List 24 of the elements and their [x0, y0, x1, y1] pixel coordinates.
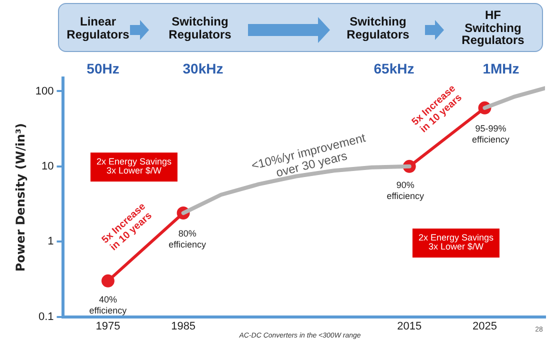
text: Switching Regulators	[346, 14, 410, 41]
text: HF Switching Regulators	[462, 8, 524, 48]
point	[101, 274, 114, 288]
x-tick-label: 2025	[472, 320, 497, 332]
annotation: 2x Energy Savings 3x Lower $/W	[90, 152, 178, 182]
x-tick-label: 1985	[171, 320, 196, 332]
annotation: 2x Energy Savings 3x Lower $/W	[412, 228, 500, 258]
y-tick-label: 10	[42, 160, 54, 172]
y-tick-label: 100	[35, 85, 54, 98]
y-tick-label: 0.1	[38, 310, 54, 323]
annotation: 80% efficiency	[168, 228, 206, 250]
x-tick-label: 1975	[96, 320, 120, 332]
text: Linear Regulators	[66, 14, 130, 41]
text: 1MHz	[482, 60, 520, 77]
annotation: 40% efficiency	[89, 294, 128, 316]
y-tick-label: 1	[48, 236, 54, 248]
x-tick-label: 2015	[397, 320, 422, 332]
annotation: 90% efficiency	[386, 180, 425, 201]
text: 50Hz	[86, 60, 120, 77]
text: Switching Regulators	[168, 14, 232, 41]
text: 30kHz	[182, 60, 224, 77]
y-axis-title: Power Density (W/in³)	[13, 123, 28, 272]
text: 65kHz	[374, 60, 414, 77]
annotation: 95-99% efficiency	[472, 123, 510, 144]
